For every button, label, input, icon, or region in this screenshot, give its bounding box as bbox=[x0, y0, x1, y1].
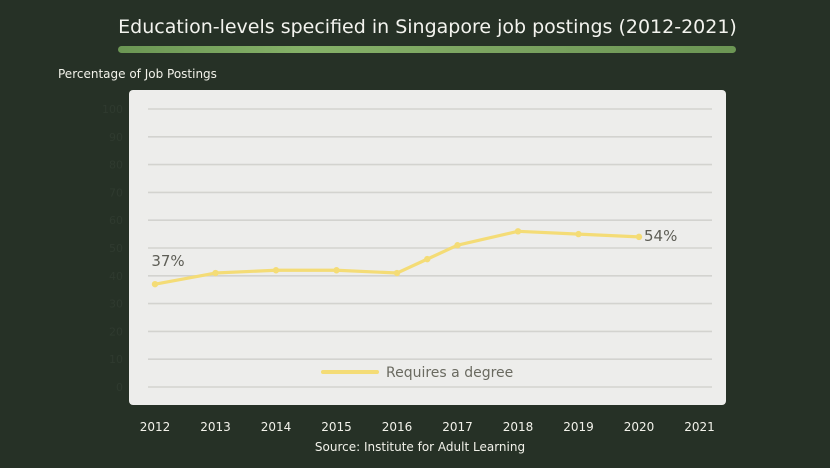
data-point bbox=[635, 233, 643, 241]
y-tick-label: 20 bbox=[109, 325, 123, 338]
data-point bbox=[454, 242, 461, 249]
x-tick-label: 2017 bbox=[442, 420, 473, 434]
y-tick-label: 10 bbox=[109, 353, 123, 366]
data-point bbox=[514, 228, 522, 235]
x-tick-label: 2013 bbox=[200, 420, 231, 434]
x-tick-label: 2020 bbox=[624, 420, 655, 434]
source-note: Source: Institute for Adult Learning bbox=[314, 440, 526, 454]
y-tick-label: 90 bbox=[109, 131, 123, 144]
series-line bbox=[153, 229, 641, 286]
data-point bbox=[393, 269, 401, 277]
data-point bbox=[272, 267, 280, 274]
data-point bbox=[424, 255, 431, 263]
y-tick-label: 0 bbox=[116, 381, 123, 394]
y-axis-label: Percentage of Job Postings bbox=[58, 67, 217, 81]
x-tick-label: 2012 bbox=[140, 420, 171, 434]
data-point bbox=[151, 280, 159, 288]
y-tick-label: 40 bbox=[109, 270, 123, 283]
y-tick-label: 100 bbox=[102, 103, 123, 116]
y-tick-label: 50 bbox=[109, 242, 123, 255]
data-point bbox=[575, 230, 582, 238]
y-tick-label: 80 bbox=[109, 159, 123, 172]
data-point bbox=[333, 267, 340, 274]
y-tick-label: 30 bbox=[109, 298, 123, 311]
data-label: 37% bbox=[151, 252, 184, 270]
x-tick-label: 2016 bbox=[382, 420, 413, 434]
x-tick-label: 2018 bbox=[503, 420, 534, 434]
title-underline bbox=[118, 46, 736, 53]
x-tick-label: 2015 bbox=[321, 420, 352, 434]
x-tick-label: 2014 bbox=[261, 420, 292, 434]
y-tick-label: 70 bbox=[109, 186, 123, 199]
chart-title: Education-levels specified in Singapore … bbox=[118, 16, 737, 38]
x-tick-label: 2021 bbox=[684, 420, 715, 434]
data-label: 54% bbox=[644, 227, 677, 245]
x-tick-label: 2019 bbox=[563, 420, 594, 434]
y-tick-label: 60 bbox=[109, 214, 123, 227]
data-point bbox=[212, 269, 219, 277]
legend-label: Requires a degree bbox=[386, 365, 513, 381]
